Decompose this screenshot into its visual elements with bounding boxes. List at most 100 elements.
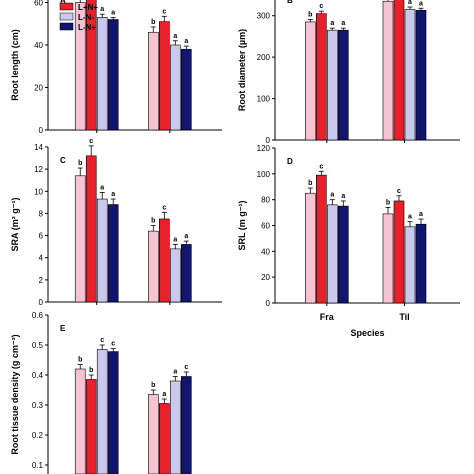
panel-letter: A [60,0,66,5]
y-tick-label: 0 [266,136,271,145]
panel-letter: C [60,156,66,165]
bar [170,248,181,303]
bar [74,368,86,474]
y-tick-label: 8 [39,209,44,218]
significance-label: b [89,367,93,374]
bar [304,21,316,141]
bar [96,349,108,474]
significance-label: c [319,163,323,170]
bar [159,21,170,131]
y-tick-label: 20 [261,273,270,282]
y-tick-label: 300 [257,12,271,21]
y-tick-label: 14 [34,143,43,152]
y-tick-label: 40 [34,41,43,50]
significance-label: a [419,0,423,7]
bar [393,0,405,141]
panel-letter: B [287,0,293,5]
bar [148,230,159,303]
significance-label: b [386,199,390,206]
y-tick-label: 60 [261,222,270,231]
significance-label: a [100,6,104,13]
bar [181,48,192,131]
significance-label: a [408,214,412,221]
legend-label: L-N- [78,13,94,22]
bar [159,218,170,303]
y-axis-label: SRL (m g⁻¹) [237,200,247,250]
bar [85,155,97,303]
bar [170,380,181,474]
significance-label: b [308,180,312,187]
bar [170,44,181,131]
bar [415,10,427,141]
significance-label: a [173,236,177,243]
significance-label: c [162,8,166,15]
significance-label: c [89,138,93,145]
bar [404,9,416,141]
y-tick-label: 0.3 [32,401,44,410]
bar [315,13,327,141]
panel-letter: E [60,324,66,333]
bar [107,351,119,474]
significance-label: a [419,211,423,218]
bar [159,403,170,474]
significance-label: c [397,188,401,195]
y-tick-label: 200 [257,53,271,62]
bar [382,213,394,304]
significance-label: b [308,11,312,18]
y-tick-label: 2 [39,276,44,285]
significance-label: b [78,357,82,364]
y-tick-label: 0 [266,299,271,308]
bar [315,174,327,304]
significance-label: b [151,19,155,26]
bar [148,394,159,474]
significance-label: b [151,382,155,389]
legend-label: L-N+ [78,23,96,32]
y-tick-label: 40 [261,247,270,256]
significance-label: a [173,33,177,40]
significance-label: a [184,38,188,45]
y-tick-label: 20 [34,84,43,93]
legend-swatch [59,12,74,21]
bar [393,200,405,304]
y-tick-label: 80 [261,196,270,205]
significance-label: c [100,337,104,344]
y-tick-label: 0.5 [32,341,44,350]
y-tick-label: 0 [39,126,44,135]
legend-label: L+N+ [78,3,98,12]
significance-label: a [408,0,412,6]
y-tick-label: 100 [257,95,271,104]
y-tick-label: 12 [34,165,43,174]
bar [181,244,192,303]
y-tick-label: 0 [39,298,44,307]
y-tick-label: 60 [34,0,43,8]
panel-e: 0.1 0.2 0.3 0.4 0.5 0.6 Root tissue density (g… [10,311,192,474]
legend-swatch [59,22,74,31]
y-tick-label: 0.1 [32,461,44,470]
significance-label: a [173,369,177,376]
significance-label: a [162,391,166,398]
bar [148,31,159,131]
significance-label: c [319,3,323,10]
significance-label: a [100,184,104,191]
significance-label: a [341,193,345,200]
significance-label: b [78,160,82,167]
bar [337,29,349,141]
bar [326,29,338,141]
significance-label: a [111,9,115,16]
bar [96,198,108,303]
y-tick-label: 4 [39,254,44,263]
bar [96,17,108,131]
bar [107,204,119,303]
significance-label: a [330,20,334,27]
y-axis-label: Root length (cm) [10,29,20,101]
panel-letter: D [287,157,293,166]
significance-label: a [184,233,188,240]
bar [304,192,316,304]
bar [85,0,97,131]
significance-label: a [341,20,345,27]
bar [74,175,86,303]
bar [107,19,119,131]
